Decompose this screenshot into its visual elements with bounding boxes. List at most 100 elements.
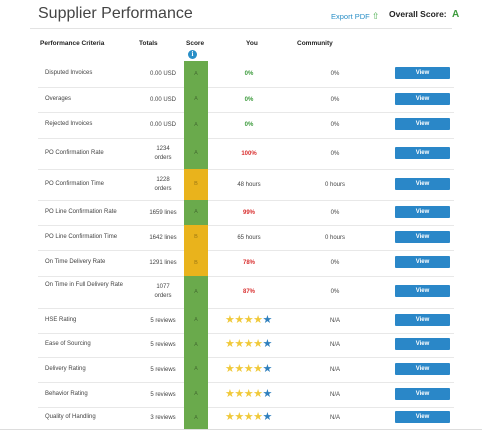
table-row: On Time Delivery Rate 1291 lines B 78% 0% Vie…: [38, 250, 454, 277]
community-value: N/A: [329, 318, 340, 324]
criteria-label: Quality of Handling: [45, 414, 96, 420]
totals-value: 3 reviews: [150, 415, 176, 421]
totals-value: 1077 orders: [154, 284, 172, 299]
star-icon: ★: [262, 314, 273, 326]
page-title: Supplier Performance: [38, 5, 193, 22]
star-icon: ★: [262, 411, 273, 423]
score-badge: A: [184, 382, 208, 408]
view-button[interactable]: View: [395, 314, 450, 326]
star-icon: ★: [225, 314, 235, 326]
score-badge: A: [184, 308, 208, 334]
view-button[interactable]: View: [395, 206, 450, 218]
star-icon: ★: [262, 338, 273, 350]
table-row: PO Confirmation Rate 1234 orders A 100% 0% Vi…: [38, 138, 454, 170]
view-button[interactable]: View: [395, 178, 450, 190]
star-icon: ★: [225, 363, 235, 375]
star-icon: ★: [243, 363, 254, 375]
community-value: N/A: [329, 392, 340, 398]
view-button[interactable]: View: [395, 256, 450, 268]
totals-value: 0.00 USD: [149, 122, 176, 128]
you-value: 0%: [244, 122, 254, 128]
star-icon: ★: [243, 314, 254, 326]
star-icon: ★: [225, 411, 235, 423]
community-value: N/A: [329, 367, 340, 373]
criteria-label: PO Confirmation Time: [45, 181, 105, 187]
view-button[interactable]: View: [395, 388, 450, 400]
criteria-label: PO Line Confirmation Time: [45, 234, 118, 240]
you-value: 0%: [244, 71, 254, 77]
community-value: 0 hours: [324, 235, 345, 241]
view-button[interactable]: View: [395, 285, 450, 297]
view-button[interactable]: View: [395, 147, 450, 159]
column-header-community: Community: [297, 40, 333, 47]
column-header-score: Score: [186, 40, 205, 47]
star-icon: ★: [243, 338, 254, 350]
overall-score-grade: A: [452, 9, 460, 20]
community-value: 0%: [330, 210, 340, 216]
export-arrow-icon: ⇧: [371, 11, 380, 21]
star-icon: ★: [253, 388, 263, 400]
view-button[interactable]: View: [395, 67, 450, 79]
view-button[interactable]: View: [395, 118, 450, 130]
community-value: 0%: [330, 71, 340, 77]
table-row: PO Line Confirmation Rate 1659 lines A 99% 0…: [38, 200, 454, 226]
view-button[interactable]: View: [395, 338, 450, 350]
star-rating: ★★★★★: [225, 389, 272, 400]
criteria-label: Overages: [45, 96, 72, 102]
star-icon: ★: [253, 314, 263, 326]
export-pdf-link[interactable]: Export PDF ⇧: [331, 11, 379, 22]
table-row: Overages 0.00 USD A 0% 0% View: [38, 87, 454, 113]
totals-value: 5 reviews: [150, 392, 176, 398]
community-value: 0%: [330, 122, 340, 128]
totals-value: 5 reviews: [150, 342, 176, 348]
star-rating: ★★★★★: [225, 412, 272, 423]
criteria-label: PO Line Confirmation Rate: [45, 209, 117, 215]
star-icon: ★: [243, 388, 254, 400]
score-badge: B: [184, 169, 208, 201]
community-value: 0%: [330, 289, 340, 295]
you-value: 87%: [242, 289, 255, 295]
table-row: Disputed Invoices 0.00 USD A 0% 0% View: [38, 61, 454, 88]
star-icon: ★: [253, 363, 263, 375]
info-icon[interactable]: i: [188, 50, 197, 59]
you-value: 48 hours: [237, 182, 261, 188]
you-value: 99%: [242, 210, 255, 216]
table-row: Rejected Invoices 0.00 USD A 0% 0% View: [38, 112, 454, 139]
star-icon: ★: [234, 363, 244, 375]
star-icon: ★: [234, 314, 244, 326]
star-icon: ★: [225, 338, 235, 350]
star-icon: ★: [234, 388, 244, 400]
totals-value: 0.00 USD: [149, 71, 176, 77]
star-icon: ★: [234, 338, 244, 350]
criteria-label: HSE Rating: [45, 317, 77, 323]
totals-value: 1642 lines: [149, 235, 177, 241]
criteria-label: Rejected Invoices: [45, 121, 93, 127]
table-row: On Time in Full Delivery Rate 1077 orders…: [38, 276, 454, 309]
community-value: N/A: [329, 415, 340, 421]
table-row: Quality of Handling 3 reviews A ★★★★★ N/A Vie…: [38, 407, 454, 430]
community-value: N/A: [329, 342, 340, 348]
community-value: 0%: [330, 260, 340, 266]
overall-score: Overall Score: A: [389, 9, 459, 20]
star-icon: ★: [262, 388, 273, 400]
view-button[interactable]: View: [395, 93, 450, 105]
header-divider: [30, 28, 452, 29]
view-button[interactable]: View: [395, 231, 450, 243]
you-value: 78%: [242, 260, 255, 266]
star-icon: ★: [243, 411, 254, 423]
view-button[interactable]: View: [395, 363, 450, 375]
bottom-border: [0, 429, 482, 430]
score-badge: A: [184, 112, 208, 139]
totals-value: 1291 lines: [149, 260, 177, 266]
score-badge: A: [184, 138, 208, 170]
totals-value: 0.00 USD: [149, 97, 176, 103]
star-icon: ★: [234, 411, 244, 423]
totals-value: 5 reviews: [150, 367, 176, 373]
score-badge: A: [184, 407, 208, 430]
view-button[interactable]: View: [395, 411, 450, 423]
overall-score-label: Overall Score:: [389, 9, 447, 19]
totals-value: 1234 orders: [154, 146, 172, 161]
community-value: 0%: [330, 151, 340, 157]
criteria-label: Disputed Invoices: [45, 70, 93, 76]
score-badge: A: [184, 357, 208, 383]
